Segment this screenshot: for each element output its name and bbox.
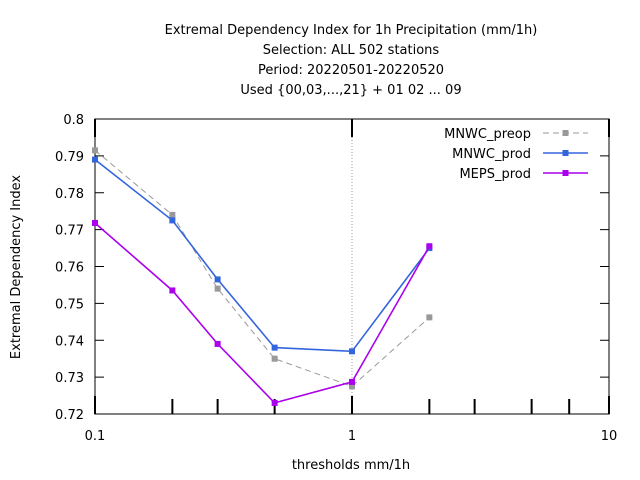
- y-tick-label-3: 0.75: [55, 297, 84, 312]
- chart-title: Extremal Dependency Index for 1h Precipi…: [165, 23, 538, 98]
- title-line-4: Used {00,03,...,21} + 01 02 ... 09: [240, 83, 461, 98]
- series-line-MEPS_prod: [94, 222, 431, 404]
- y-tick-label-4: 0.76: [55, 261, 84, 276]
- y-tick-label-0: 0.72: [55, 408, 84, 423]
- point-MNWC_prod-1: [169, 217, 176, 224]
- x-axis-label: thresholds mm/1h: [292, 458, 410, 473]
- y-axis-label: Extremal Dependency Index: [9, 175, 24, 359]
- point-MNWC_preop-0: [92, 147, 98, 154]
- point-MEPS_prod-4: [349, 378, 355, 385]
- y-tick-label-5: 0.77: [55, 224, 84, 239]
- legend-swatch-point-MNWC_preop: [562, 130, 569, 136]
- y-tick-label-6: 0.78: [55, 187, 84, 202]
- legend-label-MNWC_preop: MNWC_preop: [444, 127, 531, 142]
- y-tick-label-8: 0.8: [63, 113, 84, 128]
- point-MNWC_prod-4: [349, 348, 355, 355]
- title-line-3: Period: 20220501-20220520: [258, 63, 444, 78]
- y-tick-label-2: 0.74: [55, 334, 84, 349]
- series-line-MNWC_preop: [94, 149, 430, 387]
- x-tick-label-0: 0.1: [85, 429, 106, 444]
- point-MNWC_prod-3: [271, 344, 278, 351]
- point-MEPS_prod-1: [169, 287, 176, 294]
- x-tick-label-1: 1: [348, 429, 356, 444]
- point-MNWC_prod-0: [92, 156, 98, 163]
- y-tick-label-1: 0.73: [55, 371, 84, 386]
- point-MNWC_preop-3: [271, 355, 278, 362]
- x-tick-label-2: 10: [601, 429, 618, 444]
- point-MEPS_prod-0: [92, 219, 98, 226]
- legend-label-MEPS_prod: MEPS_prod: [459, 167, 531, 182]
- point-MEPS_prod-5: [426, 243, 433, 250]
- point-MEPS_prod-3: [271, 399, 278, 406]
- y-tick-label-7: 0.79: [55, 150, 84, 165]
- legend-swatch-point-MNWC_prod: [562, 150, 569, 156]
- series-line-MNWC_prod: [94, 158, 431, 353]
- title-line-1: Extremal Dependency Index for 1h Precipi…: [165, 23, 538, 38]
- point-MNWC_preop-4: [349, 383, 355, 390]
- point-MEPS_prod-2: [214, 340, 221, 347]
- title-line-2: Selection: ALL 502 stations: [263, 43, 440, 58]
- legend-label-MNWC_prod: MNWC_prod: [452, 147, 531, 162]
- point-MNWC_prod-2: [214, 276, 221, 283]
- point-MNWC_preop-5: [426, 314, 433, 321]
- legend-swatch-point-MEPS_prod: [562, 170, 569, 176]
- point-MNWC_preop-1: [169, 211, 176, 218]
- plot-area: 0.72 0.73 0.74 0.75 0.76 0.77 0.78 0.79 0.8 0.1 1 1…: [55, 113, 617, 444]
- point-MNWC_preop-2: [214, 285, 221, 292]
